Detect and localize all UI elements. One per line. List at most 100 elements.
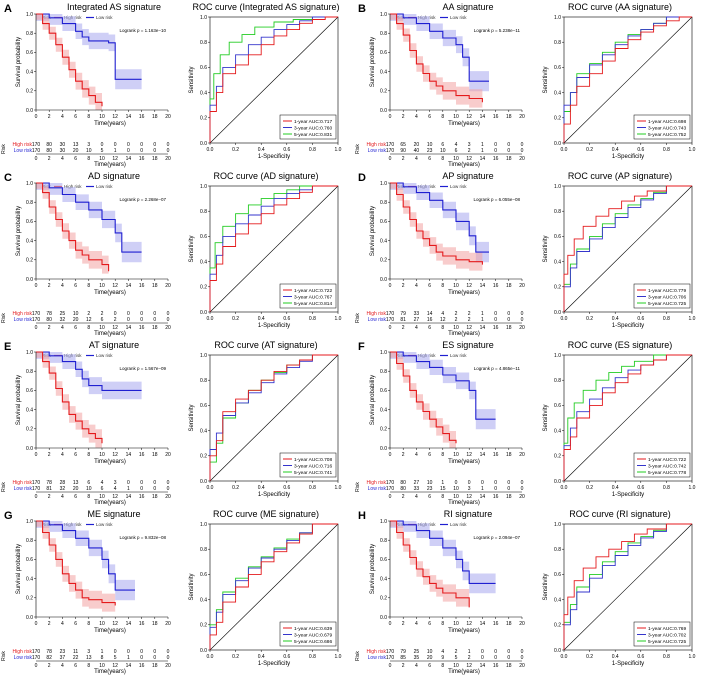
risk-table-high-label: High risk <box>367 480 387 486</box>
risk-table-high-count: 0 <box>114 142 117 148</box>
risk-table-high-count: 0 <box>507 480 510 486</box>
risk-table-high-count: 170 <box>386 142 395 148</box>
risk-table-x-tick-label: 16 <box>139 663 145 669</box>
roc-x-tick-label: 0.4 <box>258 316 265 322</box>
km-x-tick-label: 4 <box>415 621 418 627</box>
risk-table-low-count: 20 <box>73 148 79 154</box>
km-x-tick-label: 14 <box>480 452 486 458</box>
roc-3-year-curve <box>563 523 692 650</box>
risk-table-low-count: 32 <box>60 486 66 492</box>
km-x-tick-label: 6 <box>428 114 431 120</box>
km-title: AP signature <box>442 171 493 181</box>
roc-y-tick-label: 0.6 <box>554 65 561 71</box>
roc-legend-auc: 3-year AUC:0.767 <box>294 294 332 300</box>
roc-x-tick-label: 1.0 <box>335 316 342 322</box>
risk-table-x-tick-label: 8 <box>87 325 90 331</box>
km-high-risk-curve <box>390 520 470 608</box>
km-low-ci-band <box>390 352 496 430</box>
km-y-tick-label: 0.4 <box>380 69 387 75</box>
roc-1-year-curve <box>209 523 338 650</box>
roc-x-tick-label: 0.0 <box>207 316 214 322</box>
roc-5-year-curve <box>209 185 338 312</box>
km-y-tick-label: 0.4 <box>26 69 33 75</box>
roc-y-tick-label: 0.6 <box>554 403 561 409</box>
risk-table-high-count: 3 <box>468 142 471 148</box>
panel-letter: A <box>4 3 12 15</box>
km-x-tick-label: 18 <box>506 621 512 627</box>
km-title: AA signature <box>442 2 493 12</box>
roc-x-tick-label: 0.2 <box>232 654 239 660</box>
risk-table-high-count: 0 <box>455 480 458 486</box>
risk-table-high-count: 0 <box>127 142 130 148</box>
km-logrank-pvalue: Logrank p = 1.163e−10 <box>119 28 166 33</box>
km-x-tick-label: 8 <box>441 452 444 458</box>
risk-table-x-tick-label: 12 <box>466 494 472 500</box>
risk-table-high-count: 30 <box>60 142 66 148</box>
km-y-tick-label: 0.6 <box>26 388 33 394</box>
risk-table-x-tick-label: 20 <box>165 325 171 331</box>
roc-y-label: Sensitivity <box>189 573 195 600</box>
risk-table-x-tick-label: 2 <box>48 325 51 331</box>
km-x-tick-label: 6 <box>74 452 77 458</box>
risk-table-x-tick-label: 0 <box>389 325 392 331</box>
km-logrank-pvalue: Logrank p = 2.268e−07 <box>119 197 166 202</box>
km-x-tick-label: 4 <box>61 621 64 627</box>
roc-y-tick-label: 0.8 <box>554 40 561 46</box>
roc-y-label: Sensitivity <box>189 404 195 431</box>
risk-table-high-count: 170 <box>386 480 395 486</box>
risk-table-x-tick-label: 2 <box>402 494 405 500</box>
risk-table-low-count: 0 <box>127 148 130 154</box>
risk-table-low-label: Low risk <box>368 317 387 323</box>
km-x-tick-label: 20 <box>519 452 525 458</box>
roc-frame <box>209 16 339 144</box>
risk-table-x-tick-label: 10 <box>453 325 459 331</box>
risk-table-high-count: 0 <box>507 649 510 655</box>
risk-table-x-tick-label: 6 <box>74 325 77 331</box>
risk-table-x-tick-label: 0 <box>35 156 38 162</box>
roc-x-tick-label: 0.0 <box>561 316 568 322</box>
risk-table-x-label: Time(years) <box>94 500 126 506</box>
risk-table-x-tick-label: 18 <box>506 156 512 162</box>
risk-table-low-count: 3 <box>468 486 471 492</box>
roc-frame <box>209 354 339 482</box>
roc-x-tick-label: 0.6 <box>283 147 290 153</box>
risk-table-low-count: 82 <box>46 655 52 661</box>
km-x-tick-label: 2 <box>402 621 405 627</box>
roc-legend-auc: 1-year AUC:0.779 <box>648 288 686 294</box>
km-x-tick-label: 12 <box>466 114 472 120</box>
km-high-risk-curve <box>36 182 110 272</box>
roc-legend-auc: 3-year AUC:0.716 <box>294 463 332 469</box>
roc-y-tick-label: 1.0 <box>554 522 561 528</box>
km-x-tick-label: 2 <box>402 114 405 120</box>
roc-y-tick-label: 0.2 <box>200 116 207 122</box>
risk-table-high-count: 0 <box>127 311 130 317</box>
km-x-tick-label: 4 <box>415 114 418 120</box>
risk-table-x-tick-label: 16 <box>139 325 145 331</box>
risk-table-low-count: 0 <box>481 655 484 661</box>
km-x-tick-label: 10 <box>99 452 105 458</box>
roc-y-tick-label: 0.8 <box>200 209 207 215</box>
km-y-tick-label: 0.0 <box>380 615 387 621</box>
risk-table-x-tick-label: 16 <box>139 494 145 500</box>
risk-table-low-count: 81 <box>400 317 406 323</box>
risk-table-x-tick-label: 12 <box>112 663 118 669</box>
km-y-tick-label: 1.0 <box>26 12 33 18</box>
risk-table-low-count: 0 <box>507 486 510 492</box>
risk-table-low-count: 10 <box>86 486 92 492</box>
roc-x-tick-label: 0.6 <box>283 485 290 491</box>
risk-table-high-count: 0 <box>153 649 156 655</box>
risk-table-high-count: 0 <box>140 142 143 148</box>
roc-legend-auc: 5-year AUC:0.752 <box>648 132 686 138</box>
risk-table-high-count: 3 <box>87 649 90 655</box>
km-x-label: Time(years) <box>448 290 480 296</box>
risk-table-high-count: 0 <box>167 480 170 486</box>
risk-table-high-count: 0 <box>521 142 524 148</box>
km-x-label: Time(years) <box>448 121 480 127</box>
risk-table-x-tick-label: 4 <box>415 156 418 162</box>
roc-legend-auc: 1-year AUC:0.722 <box>648 457 686 463</box>
km-y-tick-label: 0.2 <box>380 258 387 264</box>
risk-table-x-tick-label: 14 <box>480 325 486 331</box>
roc-x-tick-label: 0.4 <box>258 654 265 660</box>
risk-table-low-count: 0 <box>140 148 143 154</box>
